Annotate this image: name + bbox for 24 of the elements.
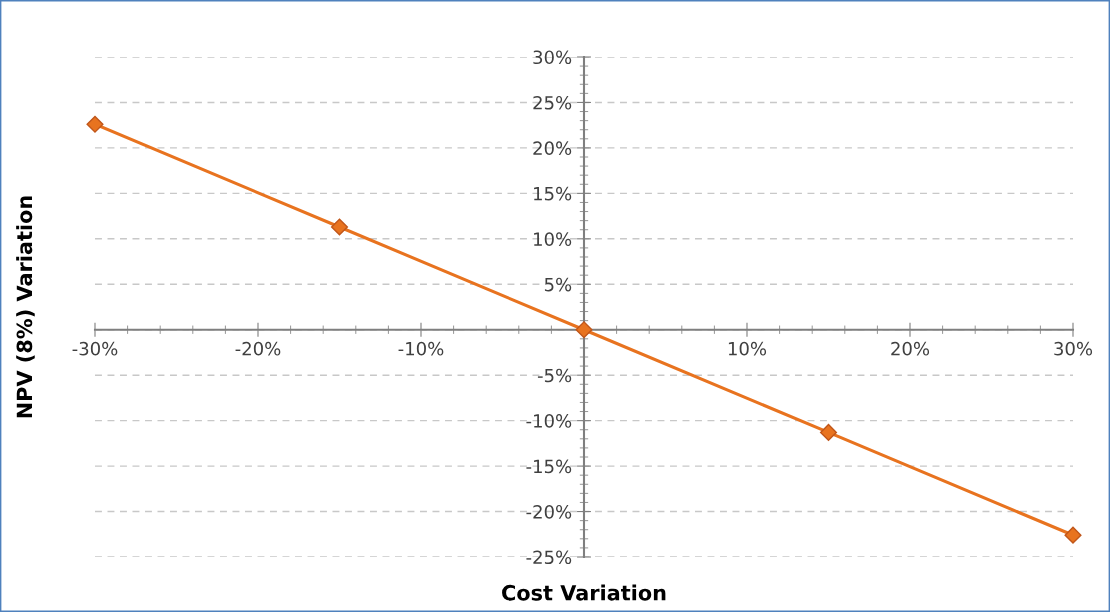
y-tick-label: 15%: [534, 186, 572, 201]
x-tick-label: 20%: [891, 341, 930, 356]
x-tick-label: -30%: [72, 341, 118, 356]
point: [1064, 526, 1082, 544]
y-tick-label: 25%: [533, 95, 572, 110]
x-tick-label: -10%: [398, 341, 444, 356]
point: [86, 115, 104, 133]
x-tick-label: 10%: [728, 341, 767, 356]
x-tick-label: 30%: [1054, 341, 1093, 356]
y-tick-label: -20%: [526, 505, 572, 519]
y-tick-label: -5%: [537, 368, 572, 383]
y-tick-label: -25%: [526, 550, 572, 565]
point: [575, 321, 593, 339]
y-axis-title: NPV (8%) Variation: [16, 196, 35, 418]
y-tick-label: 30%: [533, 50, 572, 65]
x-axis-title: Cost Variation: [502, 584, 666, 601]
x-tick-label: -20%: [235, 341, 281, 356]
y-tick-label: 5%: [544, 277, 572, 292]
point: [330, 218, 349, 236]
y-tick-label: 20%: [533, 141, 572, 156]
point: [819, 423, 838, 442]
y-tick-label: -15%: [526, 459, 572, 474]
y-tick-label: -10%: [526, 414, 572, 428]
y-tick-label: 10%: [534, 232, 572, 246]
